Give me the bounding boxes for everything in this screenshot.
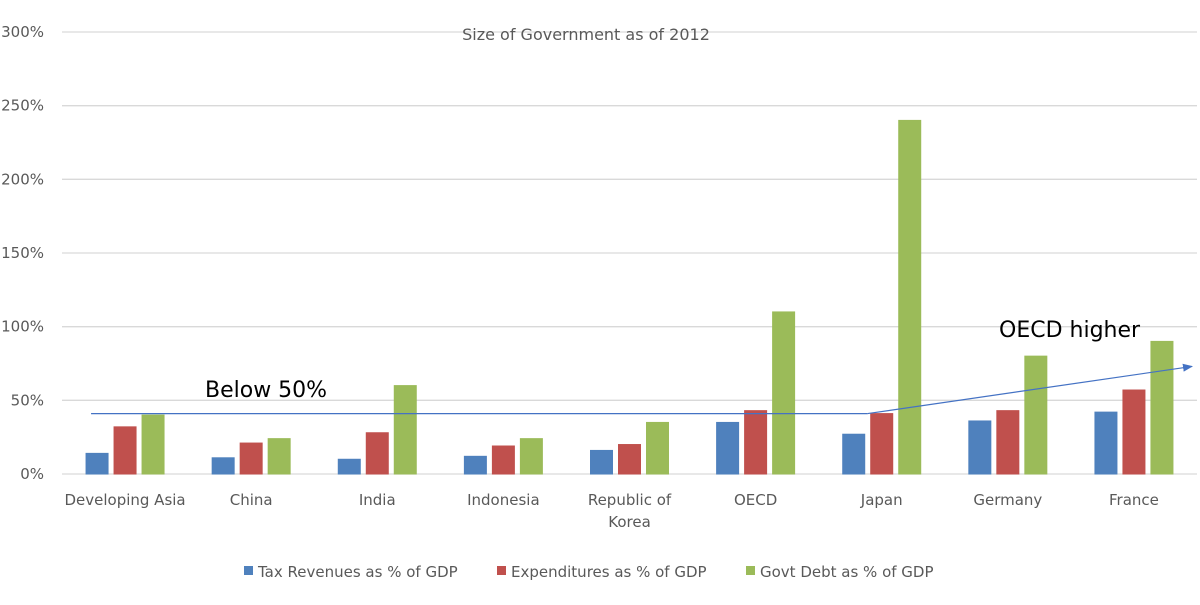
bar-tax-revenues-as-of-gdp <box>590 449 613 475</box>
bar-govt-debt-as-of-gdp <box>646 421 669 475</box>
bar-govt-debt-as-of-gdp <box>267 438 291 475</box>
x-category-label: OECD <box>734 491 777 509</box>
bar-govt-debt-as-of-gdp <box>393 385 417 475</box>
y-tick-label: 200% <box>1 170 44 188</box>
bar-tax-revenues-as-of-gdp <box>716 421 740 475</box>
oecd-higher-arrow <box>867 363 1193 415</box>
x-category-label: Japan <box>860 491 903 509</box>
bar-tax-revenues-as-of-gdp <box>463 455 487 475</box>
x-axis-categories: Developing Asia China India Indonesia Republ… <box>64 491 1158 531</box>
bar-tax-revenues-as-of-gdp <box>337 458 361 475</box>
bar-govt-debt-as-of-gdp <box>772 311 796 475</box>
bar-govt-debt-as-of-gdp <box>898 119 922 475</box>
legend: Tax Revenues as % of GDP Expenditures as … <box>244 563 934 581</box>
legend-swatch <box>497 566 506 575</box>
bar-tax-revenues-as-of-gdp <box>968 420 992 475</box>
y-tick-label: 0% <box>20 465 44 483</box>
bar-tax-revenues-as-of-gdp <box>1094 411 1118 475</box>
bar-expenditures-as-of-gdp <box>1122 389 1146 475</box>
chart-title: Size of Government as of 2012 <box>462 25 710 44</box>
y-tick-label: 300% <box>1 23 44 41</box>
bar-expenditures-as-of-gdp <box>491 445 515 475</box>
x-category-label: France <box>1109 491 1159 509</box>
legend-label: Tax Revenues as % of GDP <box>257 563 458 581</box>
annotation-oecd-higher: OECD higher <box>999 318 1141 343</box>
bar-tax-revenues-as-of-gdp <box>842 433 866 475</box>
y-axis-ticks: 0% 50% 100% 150% 200% 250% 300% <box>1 23 44 483</box>
annotation-below-50: Below 50% <box>205 378 327 403</box>
bar-expenditures-as-of-gdp <box>113 426 137 475</box>
bar-expenditures-as-of-gdp <box>744 410 768 475</box>
legend-label: Govt Debt as % of GDP <box>760 563 934 581</box>
x-category-label: China <box>230 491 273 509</box>
gridlines <box>62 31 1197 475</box>
bar-tax-revenues-as-of-gdp <box>211 457 235 475</box>
annotations: Below 50% OECD higher <box>91 318 1193 415</box>
legend-swatch <box>746 566 755 575</box>
x-category-label: Germany <box>973 491 1042 509</box>
bar-govt-debt-as-of-gdp <box>1024 355 1048 475</box>
y-tick-label: 100% <box>1 318 44 336</box>
y-tick-label: 50% <box>11 391 44 409</box>
bar-govt-debt-as-of-gdp <box>1150 340 1174 475</box>
bar-expenditures-as-of-gdp <box>996 410 1020 475</box>
x-category-label: India <box>359 491 396 509</box>
bar-expenditures-as-of-gdp <box>618 444 641 475</box>
bars <box>85 119 1174 475</box>
legend-swatch <box>244 566 253 575</box>
legend-label: Expenditures as % of GDP <box>511 563 707 581</box>
x-category-label: Developing Asia <box>64 491 185 509</box>
y-tick-label: 150% <box>1 244 44 262</box>
bar-expenditures-as-of-gdp <box>365 432 389 475</box>
bar-govt-debt-as-of-gdp <box>141 414 165 475</box>
bar-govt-debt-as-of-gdp <box>519 438 543 475</box>
x-category-label: Republic of <box>588 491 672 509</box>
bar-tax-revenues-as-of-gdp <box>85 452 109 475</box>
y-tick-label: 250% <box>1 97 44 115</box>
bar-expenditures-as-of-gdp <box>870 413 894 475</box>
x-category-label: Indonesia <box>467 491 540 509</box>
x-category-label: Korea <box>608 513 651 531</box>
bar-expenditures-as-of-gdp <box>239 442 263 475</box>
